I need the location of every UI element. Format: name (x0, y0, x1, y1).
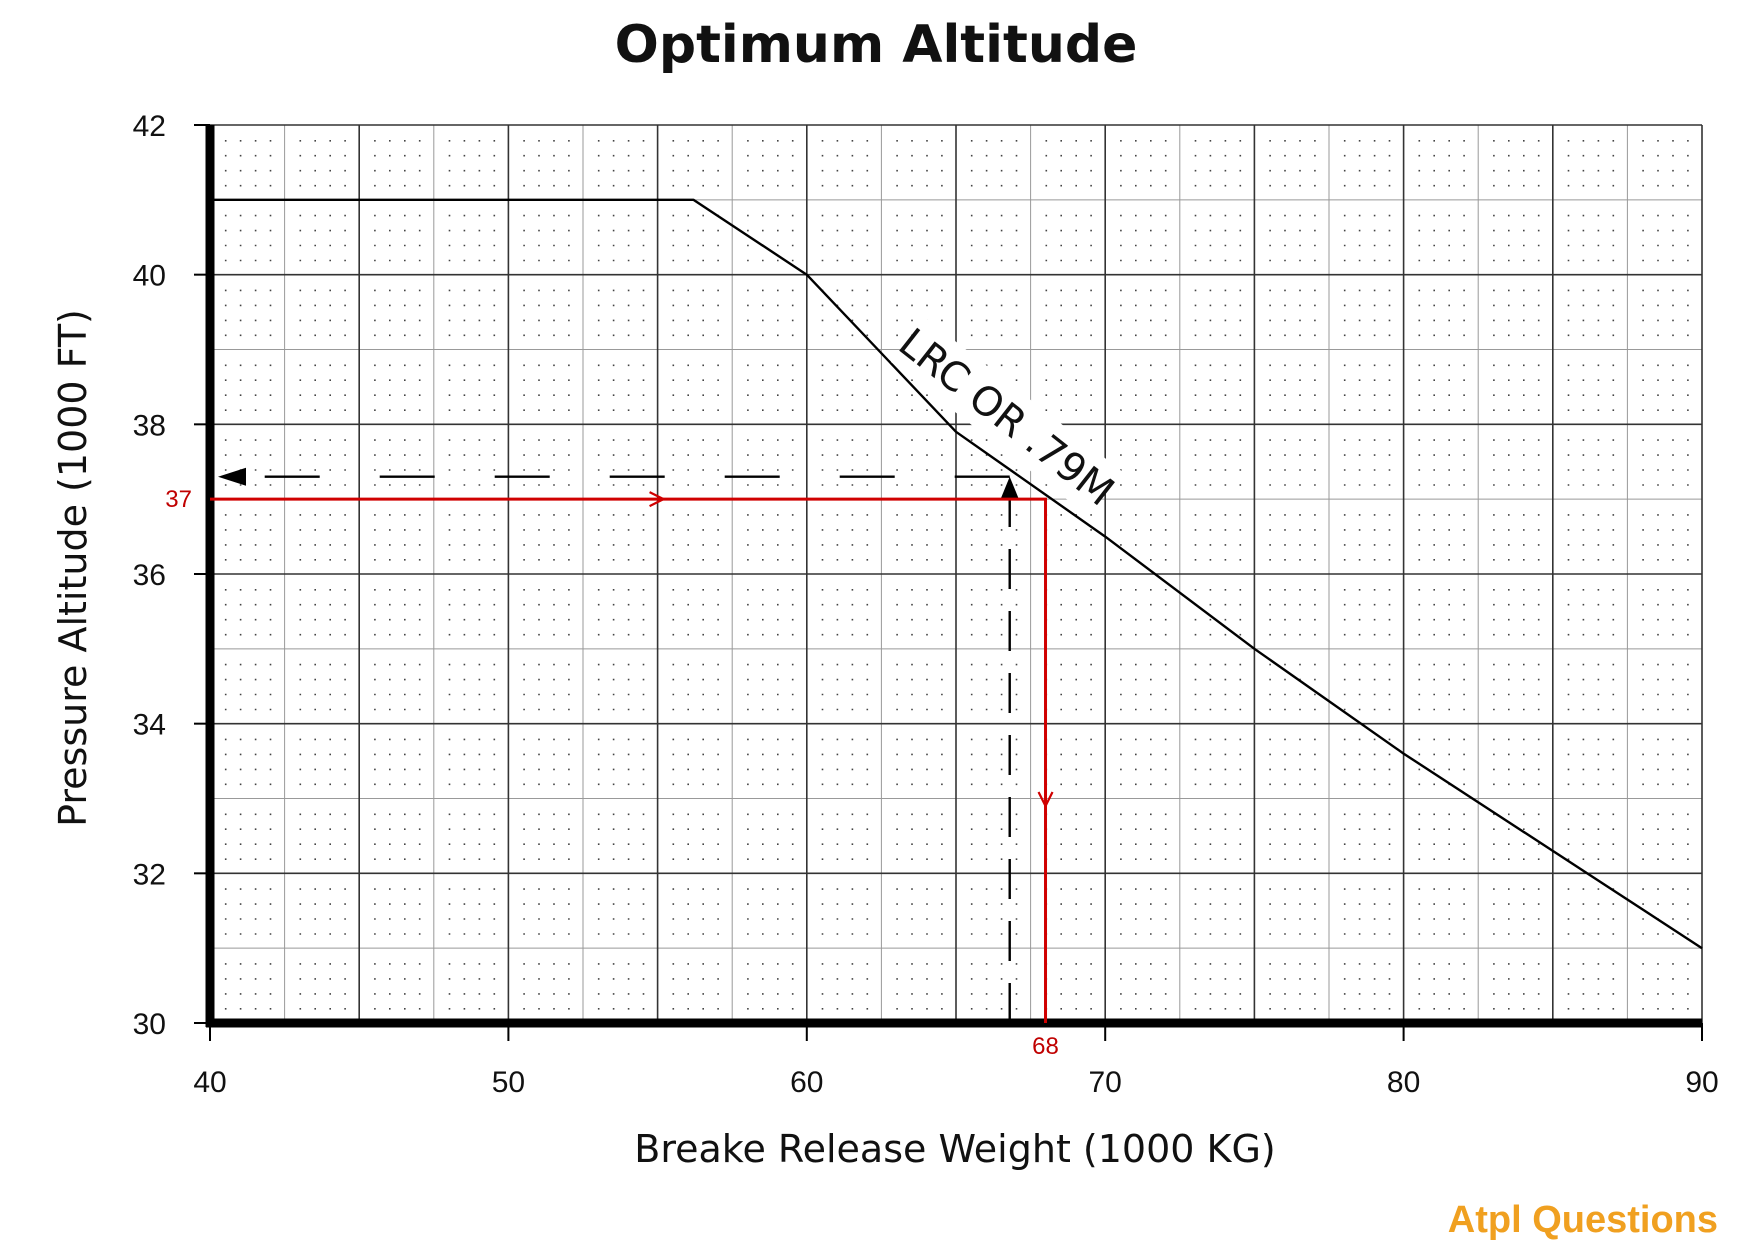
reference-left-arrow (218, 467, 246, 486)
solution-line (210, 497, 1048, 1023)
major-grid (210, 124, 1703, 1023)
solution-down-arrow (1037, 791, 1054, 809)
reference-lines (210, 467, 1054, 1023)
series-lines (210, 198, 1703, 950)
atpl-questions-logo: Atpl Questions (1448, 1199, 1718, 1241)
annotation-68: 68 (1032, 1033, 1059, 1060)
x-tick-label: 80 (1387, 1066, 1420, 1099)
y-tick-labels: 30 32 34 36 38 40 42 (133, 110, 166, 1041)
x-tick-label: 90 (1685, 1066, 1718, 1099)
y-tick-label: 38 (133, 409, 166, 442)
x-tick-label: 60 (790, 1066, 823, 1099)
y-axis-label: Pressure Altitude (1000 FT) (51, 309, 95, 827)
x-tick-label: 50 (492, 1066, 525, 1099)
annotations: 37 68 (165, 486, 1059, 1060)
x-axis-label: Breake Release Weight (1000 KG) (634, 1127, 1275, 1171)
chart-title: Optimum Altitude (615, 15, 1138, 75)
y-tick-label: 32 (133, 858, 166, 891)
y-tick-label: 42 (133, 110, 166, 143)
x-tick-labels: 40 50 60 70 80 90 (193, 1066, 1718, 1099)
y-tick-label: 36 (133, 559, 166, 592)
x-tick-label: 70 (1089, 1066, 1122, 1099)
curve-label-background (890, 317, 1123, 516)
solution-right-arrow (649, 491, 667, 508)
axes (194, 124, 1703, 1041)
x-tick-label: 40 (193, 1066, 226, 1099)
y-tick-label: 30 (133, 1008, 166, 1041)
y-tick-label: 40 (133, 260, 166, 293)
series-line-lrc (210, 198, 1703, 950)
reference-up-arrow (1000, 476, 1019, 499)
y-tick-label: 34 (133, 709, 166, 742)
annotation-37: 37 (165, 486, 192, 513)
